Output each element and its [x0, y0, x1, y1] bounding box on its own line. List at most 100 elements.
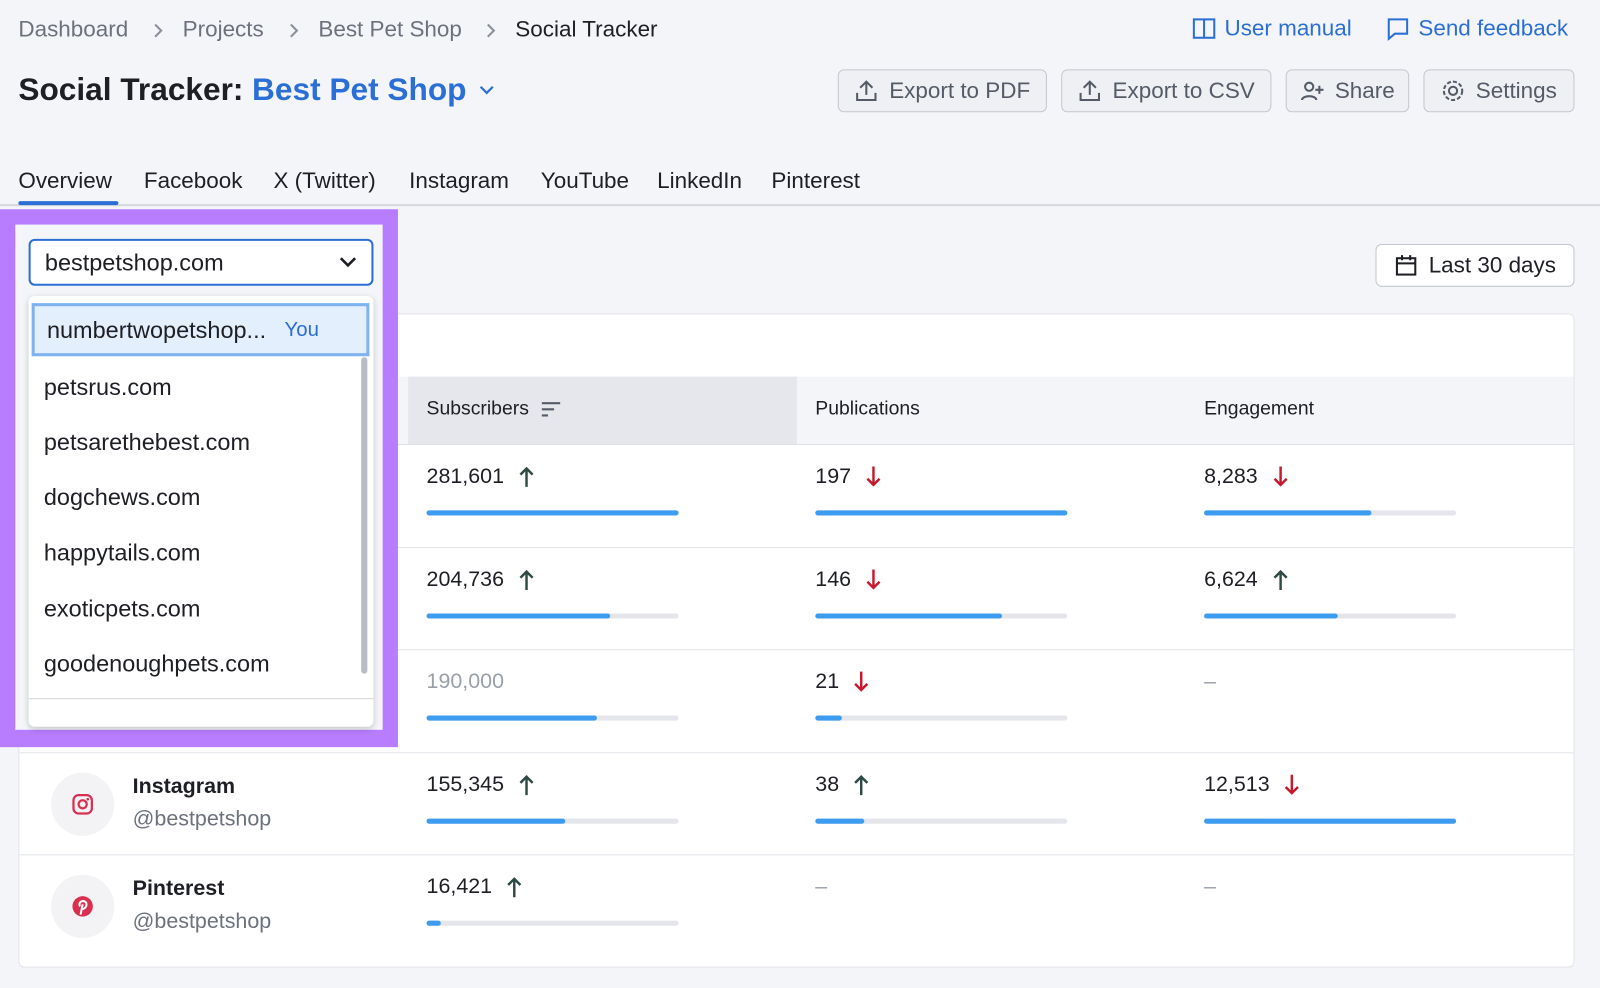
trend-arrow: [1272, 465, 1288, 487]
bar: [815, 818, 864, 824]
breadcrumb[interactable]: Dashboard: [18, 16, 129, 42]
cell-text: 155,345: [426, 772, 504, 796]
bar: [815, 510, 1068, 516]
bar-track: [1204, 818, 1457, 824]
calendar-icon-glyph: [1396, 255, 1417, 276]
bar-track: [815, 510, 1068, 516]
project-picker[interactable]: Best Pet Shop: [252, 71, 495, 108]
breadcrumb-separator-glyph: [154, 23, 163, 38]
trend-arrow: [853, 773, 869, 795]
cell-text: 204,736: [426, 566, 504, 591]
column-header[interactable]: Publications: [815, 398, 920, 420]
cell-value: 155,345: [427, 772, 535, 796]
trend-arrow: [865, 465, 881, 487]
network-icon: [51, 772, 115, 836]
domain-select[interactable]: bestpetshop.com: [28, 238, 374, 286]
column-title: Subscribers: [426, 398, 529, 420]
trend-arrow-glyph: [507, 877, 522, 898]
dropdown-option[interactable]: exoticpets.com: [29, 588, 362, 629]
dropdown-option[interactable]: goodenoughpets.com: [29, 643, 362, 684]
bar-track: [815, 715, 1068, 721]
bar: [1204, 818, 1457, 824]
option-label: dogchews.com: [43, 483, 201, 511]
dropdown-option[interactable]: numbertwopetshop... You: [31, 303, 370, 357]
date-range-label: Last 30 days: [1428, 252, 1556, 278]
link-text: User manual: [1224, 15, 1352, 41]
breadcrumb: Social Tracker: [515, 16, 658, 42]
network-logo: [70, 894, 94, 918]
cell-text: 12,513: [1204, 772, 1270, 796]
bar: [1204, 510, 1371, 516]
button-label: Share: [1334, 77, 1395, 104]
row-divider: [19, 854, 1574, 856]
dropdown-option[interactable]: petsarethebest.com: [29, 422, 362, 463]
trend-arrow: [1272, 568, 1288, 590]
bar-track: [426, 818, 679, 824]
cell-value: –: [1204, 670, 1216, 694]
trend-arrow: [865, 568, 881, 590]
cell-value: 21: [815, 670, 869, 694]
header-link[interactable]: User manual: [1192, 15, 1352, 42]
dropdown-option[interactable]: happytails.com: [29, 533, 362, 574]
toolbar-button[interactable]: Export to CSV: [1061, 69, 1272, 113]
calendar-icon: [1394, 253, 1418, 277]
trend-arrow-glyph: [866, 466, 881, 487]
bar-track: [1204, 510, 1457, 516]
cell-text: –: [1204, 669, 1216, 694]
bar-track: [426, 510, 679, 516]
cell-value: 38: [815, 772, 869, 796]
breadcrumb[interactable]: Projects: [182, 16, 264, 42]
column-header[interactable]: Engagement: [1204, 398, 1314, 420]
cell-text: 281,601: [426, 464, 504, 488]
toolbar-button[interactable]: Settings: [1423, 69, 1575, 113]
trend-arrow-glyph: [1285, 774, 1300, 795]
trend-arrow: [1284, 773, 1300, 795]
tab[interactable]: X (Twitter): [273, 167, 376, 193]
column-header[interactable]: Subscribers: [427, 398, 562, 420]
dropdown-option[interactable]: petsrus.com: [29, 367, 362, 408]
button-label: Settings: [1475, 77, 1557, 104]
bar: [815, 715, 843, 721]
trend-arrow-glyph: [519, 569, 534, 590]
network-logo-glyph: [72, 793, 93, 815]
chevron-glyph: [479, 85, 494, 95]
cell-text: 6,624: [1204, 566, 1258, 591]
tab[interactable]: YouTube: [540, 167, 630, 193]
tab[interactable]: Pinterest: [771, 167, 861, 193]
button-icon: [855, 79, 879, 103]
network-handle: @bestpetshop: [132, 909, 272, 933]
tab[interactable]: Facebook: [143, 167, 243, 193]
bar: [426, 920, 442, 926]
tab[interactable]: LinkedIn: [657, 167, 743, 193]
button-icon-glyph: [856, 80, 877, 102]
bar-track: [815, 818, 1068, 824]
cell-value: 146: [815, 567, 881, 591]
breadcrumb-separator: [288, 21, 300, 39]
breadcrumb[interactable]: Best Pet Shop: [318, 16, 462, 42]
chevron: [479, 84, 495, 96]
bar-track: [1204, 612, 1457, 619]
cell-text: 21: [815, 669, 840, 694]
dropdown-option[interactable]: dogchews.com: [29, 477, 362, 518]
button-label: Export to CSV: [1112, 77, 1255, 104]
breadcrumb-separator: [152, 21, 164, 39]
cell-value: 8,283: [1204, 464, 1288, 488]
date-range-button[interactable]: Last 30 days: [1375, 243, 1575, 287]
button-icon-glyph: [1443, 80, 1464, 102]
toolbar-button[interactable]: Share: [1285, 69, 1410, 113]
tab-underline: [18, 201, 119, 206]
toolbar-button[interactable]: Export to PDF: [837, 69, 1047, 113]
header-link[interactable]: Send feedback: [1386, 15, 1568, 42]
tab[interactable]: Instagram: [409, 167, 510, 193]
bar-track: [426, 715, 679, 721]
tab[interactable]: Overview: [18, 167, 112, 193]
bar-track: [426, 920, 679, 926]
select-chevron: [339, 256, 357, 268]
trend-arrow: [518, 773, 534, 795]
bar: [426, 818, 566, 824]
cell-value: 190,000: [427, 670, 504, 694]
cell-text: 16,421: [426, 874, 493, 899]
row-divider: [19, 546, 1574, 548]
network-handle: @bestpetshop: [132, 806, 272, 831]
